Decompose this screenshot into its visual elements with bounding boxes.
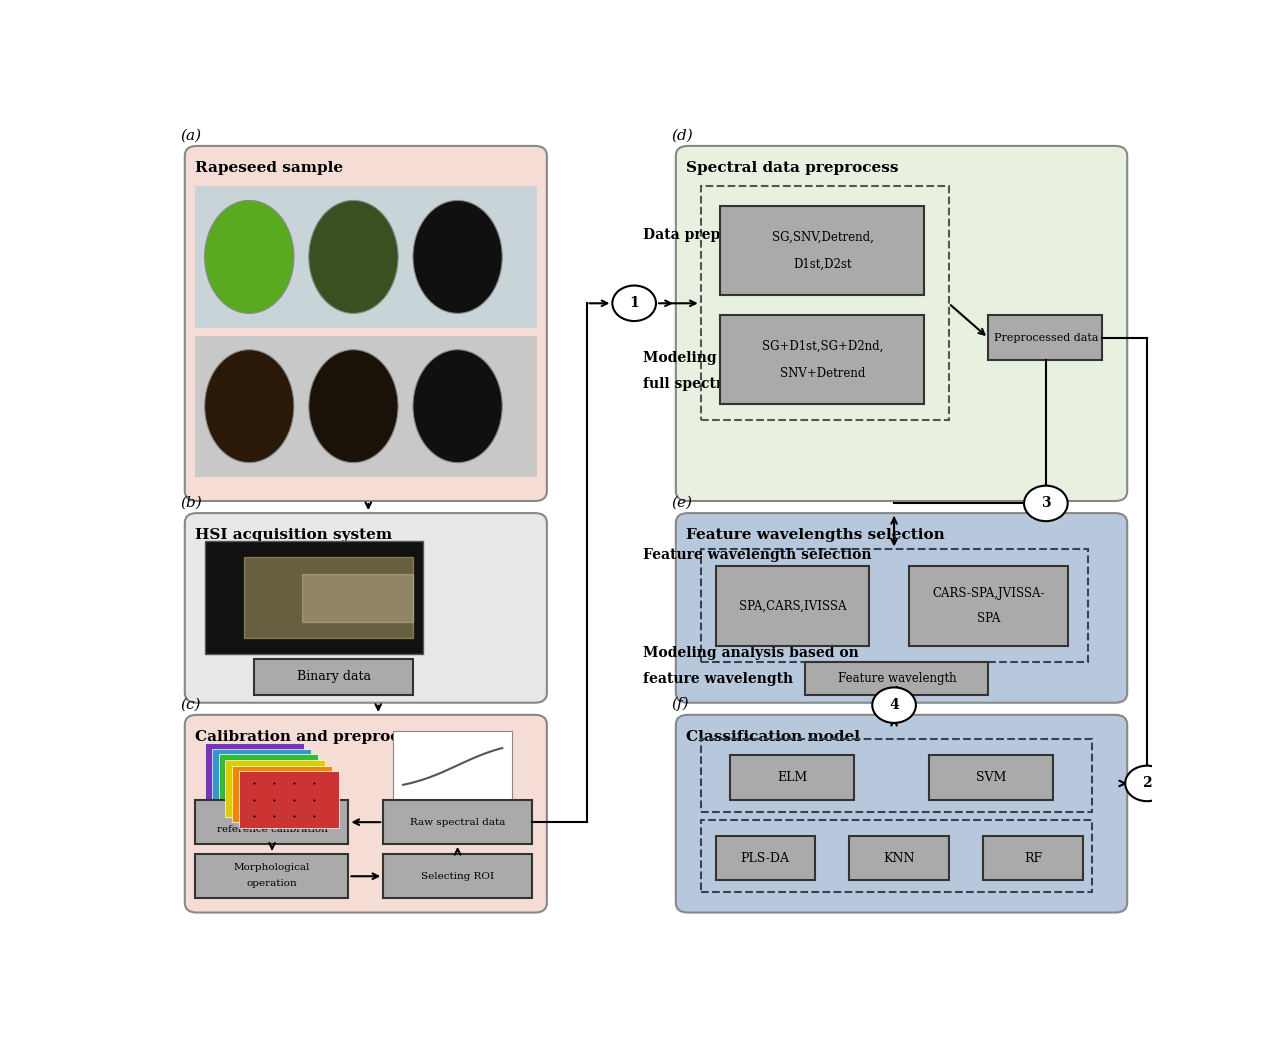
FancyBboxPatch shape xyxy=(184,715,547,913)
Text: (f): (f) xyxy=(671,697,689,712)
Circle shape xyxy=(1125,766,1169,801)
Bar xyxy=(700,820,1093,893)
Circle shape xyxy=(612,285,657,321)
FancyBboxPatch shape xyxy=(676,514,1128,703)
Bar xyxy=(805,662,988,695)
Text: Selecting ROI: Selecting ROI xyxy=(421,872,494,880)
Text: 4: 4 xyxy=(890,698,899,713)
Text: Rapeseed sample: Rapeseed sample xyxy=(195,160,343,175)
Text: Morphological: Morphological xyxy=(234,863,310,872)
Bar xyxy=(225,760,325,816)
Ellipse shape xyxy=(205,350,294,462)
Bar xyxy=(195,335,538,477)
Text: HSI acquisition system: HSI acquisition system xyxy=(195,528,392,542)
Ellipse shape xyxy=(205,200,294,313)
Bar xyxy=(700,549,1088,662)
Text: SNV+Detrend: SNV+Detrend xyxy=(780,367,865,380)
Text: KNN: KNN xyxy=(883,852,915,865)
Text: CARS-SPA,JVISSA-: CARS-SPA,JVISSA- xyxy=(932,587,1044,601)
Text: SG,SNV,Detrend,: SG,SNV,Detrend, xyxy=(772,231,873,243)
Text: Modeling analysis based on: Modeling analysis based on xyxy=(643,646,859,659)
Bar xyxy=(983,836,1083,880)
Text: 1: 1 xyxy=(630,297,639,310)
FancyBboxPatch shape xyxy=(676,715,1128,913)
Text: (c): (c) xyxy=(179,697,201,712)
FancyBboxPatch shape xyxy=(676,146,1128,501)
Text: Feature wavelength: Feature wavelength xyxy=(837,672,956,685)
Text: full spectra: full spectra xyxy=(643,377,732,391)
Text: Binary data: Binary data xyxy=(297,671,371,683)
Bar xyxy=(383,800,532,844)
Bar xyxy=(393,732,512,800)
Bar xyxy=(195,187,538,327)
Bar xyxy=(195,800,348,844)
Text: reference calibration: reference calibration xyxy=(216,825,328,834)
Bar xyxy=(205,743,303,800)
Text: SVM: SVM xyxy=(977,771,1006,784)
Text: D1st,D2st: D1st,D2st xyxy=(794,258,852,271)
Text: Feature wavelengths selection: Feature wavelengths selection xyxy=(686,528,945,542)
Bar xyxy=(909,566,1068,647)
Bar xyxy=(239,771,338,828)
Text: 2: 2 xyxy=(1142,777,1152,790)
Text: Spectral data preprocess: Spectral data preprocess xyxy=(686,160,899,175)
Bar xyxy=(716,836,815,880)
Bar xyxy=(988,315,1102,359)
FancyBboxPatch shape xyxy=(184,146,547,501)
Text: (d): (d) xyxy=(671,129,692,143)
Text: Feature wavelength selection: Feature wavelength selection xyxy=(643,548,872,562)
Text: (e): (e) xyxy=(671,496,692,509)
Bar xyxy=(721,315,924,405)
Text: Modeling analysis based on: Modeling analysis based on xyxy=(643,351,859,365)
Bar xyxy=(255,659,413,695)
Bar xyxy=(205,542,422,654)
Bar xyxy=(721,206,924,296)
Text: (b): (b) xyxy=(179,496,201,509)
Text: Calibration and preprocess: Calibration and preprocess xyxy=(195,729,426,744)
Text: 3: 3 xyxy=(1041,497,1051,510)
Ellipse shape xyxy=(413,350,502,462)
Bar xyxy=(219,755,317,811)
Text: PLS-DA: PLS-DA xyxy=(741,852,790,865)
Bar xyxy=(700,187,948,420)
Text: Raw spectral data: Raw spectral data xyxy=(410,817,506,827)
Text: ELM: ELM xyxy=(778,771,808,784)
Text: (a): (a) xyxy=(179,129,201,143)
Text: operation: operation xyxy=(247,879,297,888)
Ellipse shape xyxy=(308,200,398,313)
Text: feature wavelength: feature wavelength xyxy=(643,672,794,685)
Text: Dark and white: Dark and white xyxy=(232,809,312,817)
Text: SPA: SPA xyxy=(977,611,1000,625)
Bar xyxy=(383,854,532,898)
Bar xyxy=(211,748,311,805)
Circle shape xyxy=(872,687,916,723)
Ellipse shape xyxy=(308,350,398,462)
Bar xyxy=(731,756,855,800)
FancyBboxPatch shape xyxy=(184,514,547,703)
Text: Preprocessed data: Preprocessed data xyxy=(993,333,1098,343)
Text: SG+D1st,SG+D2nd,: SG+D1st,SG+D2nd, xyxy=(762,340,883,352)
Text: Classification model: Classification model xyxy=(686,729,860,744)
Bar xyxy=(233,766,332,823)
Circle shape xyxy=(1024,485,1068,521)
Text: Data preprocessing: Data preprocessing xyxy=(643,227,795,242)
Bar xyxy=(700,739,1093,811)
Bar xyxy=(716,566,869,647)
Bar xyxy=(929,756,1053,800)
Text: RF: RF xyxy=(1024,852,1042,865)
Bar xyxy=(850,836,948,880)
Text: SPA,CARS,IVISSA: SPA,CARS,IVISSA xyxy=(739,599,846,612)
Ellipse shape xyxy=(413,200,502,313)
Bar xyxy=(195,854,348,898)
